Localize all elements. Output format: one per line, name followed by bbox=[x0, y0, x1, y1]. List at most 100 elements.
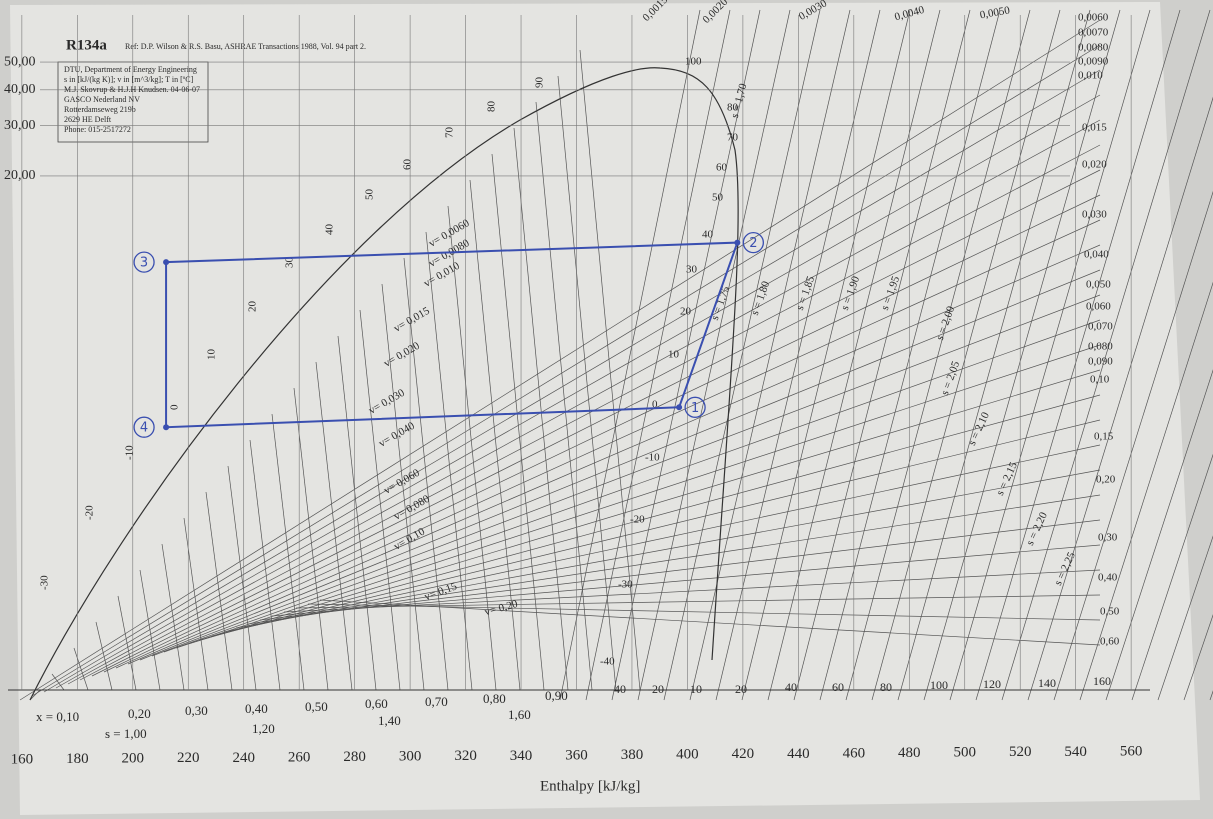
info-line: DTU, Department of Energy Engineering bbox=[64, 65, 197, 74]
x-tick-label: 260 bbox=[288, 749, 311, 765]
x-tick-label: 460 bbox=[843, 745, 866, 761]
x-tick-label: 560 bbox=[1120, 743, 1143, 759]
volume-label: 0,030 bbox=[1082, 209, 1107, 221]
temperature-label: 0 bbox=[169, 404, 181, 410]
x-tick-label: 480 bbox=[898, 745, 921, 761]
volume-label: 0,20 bbox=[1096, 474, 1116, 486]
temperature-label: 40 bbox=[324, 224, 336, 236]
temperature-label: -20 bbox=[630, 514, 645, 526]
temperature-label: -20 bbox=[84, 505, 96, 520]
x-axis-label: Enthalpy [kJ/kg] bbox=[540, 778, 640, 794]
temperature-label: 80 bbox=[486, 101, 498, 113]
chart: R134a Ref: D.P. Wilson & R.S. Basu, ASHR… bbox=[0, 0, 1213, 819]
temperature-label: 30 bbox=[686, 264, 698, 276]
y-tick-label: 20,00 bbox=[4, 168, 36, 183]
x-tick-label: 420 bbox=[732, 746, 755, 762]
x-tick-label: 300 bbox=[399, 749, 422, 765]
temperature-label: 120 bbox=[983, 677, 1001, 691]
volume-label: 0,020 bbox=[1082, 159, 1107, 171]
temperature-label: 20 bbox=[735, 682, 747, 696]
temperature-label: -10 bbox=[645, 452, 660, 464]
volume-label: 0,070 bbox=[1088, 321, 1113, 333]
point-label: 2 bbox=[749, 236, 757, 251]
volume-label: 0,60 bbox=[1100, 636, 1120, 648]
temperature-label: 160 bbox=[1093, 674, 1111, 688]
info-line: M.J. Skovrup & H.J.H Knudsen. 04-06-07 bbox=[64, 85, 200, 94]
volume-label: 0,40 bbox=[1098, 572, 1118, 584]
x-tick-label: 500 bbox=[953, 745, 976, 761]
temperature-label: 40 bbox=[702, 229, 714, 241]
temperature-label: 100 bbox=[685, 56, 702, 68]
temperature-label: 70 bbox=[444, 127, 456, 139]
volume-label: 0,50 bbox=[1100, 606, 1120, 618]
quality-label: 0,80 bbox=[483, 691, 506, 706]
y-tick-label: 40,00 bbox=[4, 82, 36, 97]
temperature-label: -40 bbox=[610, 682, 626, 696]
cycle-point bbox=[734, 240, 740, 246]
y-tick-label: 30,00 bbox=[4, 118, 36, 133]
volume-label: 0,090 bbox=[1088, 356, 1113, 368]
quality-label: 0,20 bbox=[128, 706, 151, 721]
chart-title: R134a bbox=[66, 37, 107, 53]
info-line: s in [kJ/(kg K)]; v in [m^3/kg]; T in [º… bbox=[64, 75, 194, 84]
temperature-label: 20 bbox=[247, 301, 259, 313]
info-line: Rotterdamseweg 219b bbox=[64, 105, 136, 114]
point-label: 1 bbox=[691, 401, 699, 416]
temperature-label: 80 bbox=[880, 680, 892, 694]
x-tick-label: 160 bbox=[11, 751, 34, 767]
x-tick-label: 340 bbox=[510, 748, 533, 764]
point-label: 4 bbox=[140, 421, 148, 436]
quality-label: 0,30 bbox=[185, 703, 208, 718]
temperature-label: 50 bbox=[364, 189, 376, 201]
temperature-label: 40 bbox=[785, 680, 797, 694]
quality-label: 0,70 bbox=[425, 694, 448, 709]
quality-label: 0,60 bbox=[365, 696, 388, 711]
point-label: 3 bbox=[140, 256, 148, 271]
volume-label: 0,15 bbox=[1094, 431, 1114, 443]
volume-label: 0,0060 bbox=[1078, 12, 1109, 24]
info-line: GASCO Nederland NV bbox=[64, 95, 140, 104]
temperature-label: 10 bbox=[206, 349, 218, 361]
x-tick-label: 200 bbox=[122, 751, 145, 767]
volume-label: 0,060 bbox=[1086, 301, 1111, 313]
info-line: Phone: 015-2517272 bbox=[64, 125, 131, 134]
chart-subtitle: Ref: D.P. Wilson & R.S. Basu, ASHRAE Tra… bbox=[125, 42, 366, 51]
volume-label: 0,050 bbox=[1086, 279, 1111, 291]
x-tick-label: 440 bbox=[787, 746, 810, 762]
quality-label: 0,40 bbox=[245, 701, 268, 716]
temperature-label: 60 bbox=[402, 159, 414, 171]
temperature-label: 50 bbox=[712, 192, 724, 204]
x-tick-label: 360 bbox=[565, 747, 588, 763]
volume-label: 0,015 bbox=[1082, 122, 1107, 134]
x-tick-label: 320 bbox=[454, 748, 477, 764]
temperature-label: -40 bbox=[600, 656, 615, 668]
temperature-label: 10 bbox=[690, 682, 702, 696]
x-tick-label: 380 bbox=[621, 747, 644, 763]
entropy-label: 1,20 bbox=[252, 721, 275, 736]
entropy-label: 1,40 bbox=[378, 713, 401, 728]
volume-label: 0,0080 bbox=[1078, 42, 1109, 54]
y-tick-label: 50,00 bbox=[4, 54, 36, 69]
entropy-label: s = 1,00 bbox=[105, 726, 147, 741]
temperature-label: 70 bbox=[727, 132, 739, 144]
temperature-label: 20 bbox=[680, 306, 692, 318]
quality-label: x = 0,10 bbox=[36, 709, 79, 724]
quality-label: 0,50 bbox=[305, 699, 328, 714]
x-tick-label: 220 bbox=[177, 750, 200, 766]
x-tick-label: 540 bbox=[1064, 744, 1087, 760]
temperature-label: -30 bbox=[618, 579, 633, 591]
temperature-label: -20 bbox=[648, 682, 664, 696]
temperature-label: -10 bbox=[124, 445, 136, 460]
temperature-label: 100 bbox=[930, 678, 948, 692]
x-tick-label: 180 bbox=[66, 751, 89, 767]
temperature-label: 60 bbox=[716, 162, 728, 174]
x-tick-label: 400 bbox=[676, 747, 699, 763]
cycle-point bbox=[163, 424, 169, 430]
volume-label: 0,0070 bbox=[1078, 27, 1109, 39]
volume-label: 0,0090 bbox=[1078, 56, 1109, 68]
temperature-label: 140 bbox=[1038, 676, 1056, 690]
volume-label: 0,080 bbox=[1088, 341, 1113, 353]
volume-label: 0,30 bbox=[1098, 532, 1118, 544]
x-tick-label: 240 bbox=[232, 750, 255, 766]
cycle-point bbox=[163, 259, 169, 265]
